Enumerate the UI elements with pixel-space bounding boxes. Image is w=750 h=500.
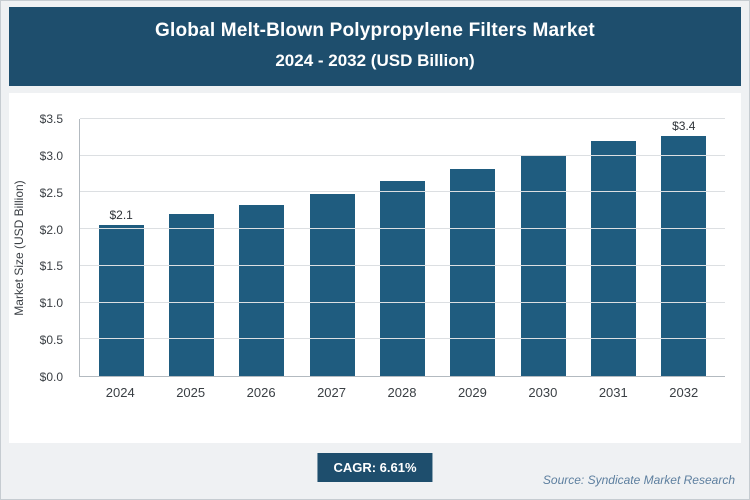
x-tick-label: 2028 bbox=[387, 385, 417, 400]
bar-value-label: $2.1 bbox=[109, 208, 133, 223]
gridline bbox=[80, 264, 725, 266]
bar-series: $2.1 $3.4 bbox=[80, 119, 725, 376]
bar-2029 bbox=[450, 168, 496, 376]
x-axis-ticks: 2024 2025 2026 2027 2028 2029 2030 2031 2032 bbox=[79, 385, 725, 400]
bar-2025 bbox=[168, 214, 214, 376]
bar-value-label: $3.4 bbox=[672, 119, 696, 133]
bar-column bbox=[367, 119, 437, 376]
x-tick-label: 2031 bbox=[598, 385, 628, 400]
gridline bbox=[80, 191, 725, 193]
bar-column bbox=[438, 119, 508, 376]
chart-header: Global Melt-Blown Polypropylene Filters … bbox=[9, 7, 741, 86]
bar-column bbox=[578, 119, 648, 376]
gridline bbox=[80, 301, 725, 303]
gridline bbox=[80, 118, 725, 119]
cagr-badge: CAGR: 6.61% bbox=[317, 453, 433, 482]
x-tick-label: 2027 bbox=[317, 385, 346, 400]
gridline bbox=[80, 154, 725, 156]
bar-column bbox=[156, 119, 226, 376]
bar-2031 bbox=[590, 141, 636, 376]
bar-2027 bbox=[309, 193, 355, 376]
y-tick-label: $2.5 bbox=[39, 185, 63, 200]
gridline bbox=[80, 228, 725, 230]
x-tick-label: 2030 bbox=[528, 385, 558, 400]
bar-2028 bbox=[379, 181, 425, 376]
gridline bbox=[80, 338, 725, 340]
bar-column bbox=[227, 119, 297, 376]
y-tick-label: $1.0 bbox=[39, 296, 63, 311]
bar-2030 bbox=[520, 155, 566, 376]
y-tick-label: $2.0 bbox=[39, 222, 63, 237]
x-tick-label: 2026 bbox=[246, 385, 276, 400]
x-tick-label: 2029 bbox=[457, 385, 487, 400]
x-tick-label: 2025 bbox=[176, 385, 206, 400]
chart-title-line1: Global Melt-Blown Polypropylene Filters … bbox=[155, 20, 595, 41]
x-tick-label: 2024 bbox=[105, 385, 135, 400]
x-tick-label: 2032 bbox=[669, 385, 699, 400]
bar-2032 bbox=[661, 136, 707, 376]
y-tick-label: $1.5 bbox=[39, 259, 63, 274]
y-axis-ticks: $0.0 $0.5 $1.0 $1.5 $2.0 $2.5 $3.0 $3.5 bbox=[9, 112, 71, 384]
y-tick-label: $0.0 bbox=[39, 370, 63, 384]
bar-column bbox=[297, 119, 367, 376]
bar-2026 bbox=[239, 204, 285, 376]
y-tick-label: $0.5 bbox=[39, 333, 63, 348]
chart-footer: CAGR: 6.61% Source: Syndicate Market Res… bbox=[9, 443, 741, 499]
bar-column: $3.4 bbox=[649, 119, 719, 376]
y-tick-label: $3.5 bbox=[39, 112, 63, 126]
bar-2024 bbox=[98, 225, 144, 376]
plot-area: $2.1 $3.4 bbox=[79, 118, 725, 377]
source-text: Source: Syndicate Market Research bbox=[542, 473, 735, 487]
chart-card: Market Size (USD Billion) $0.0 $0.5 $1.0 $1… bbox=[9, 93, 741, 443]
bar-column: $2.1 bbox=[86, 119, 156, 376]
y-tick-label: $3.0 bbox=[39, 148, 63, 163]
chart-title-line2: 2024 - 2032 (USD Billion) bbox=[275, 51, 475, 70]
